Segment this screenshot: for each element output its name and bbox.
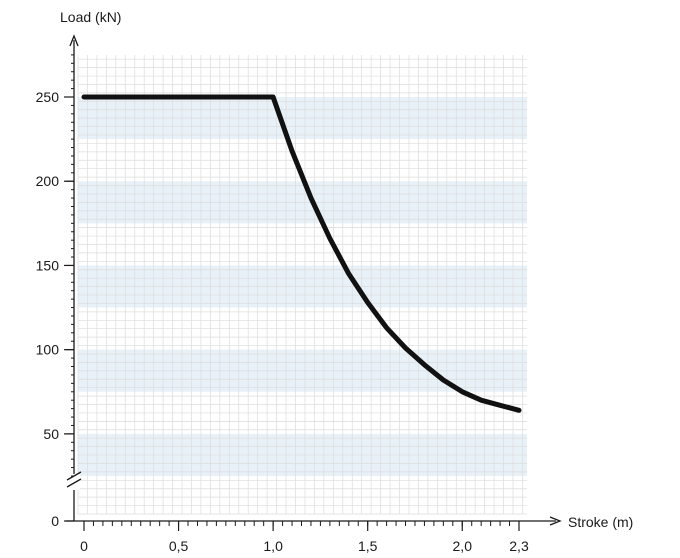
series-line-0	[81, 94, 522, 413]
axes	[66, 34, 562, 526]
axis-ticks: 0 50 100 150 200 250 0 0,5 1,0 1,5 2,0 2,3	[36, 54, 529, 554]
series-layer	[81, 94, 522, 413]
y-axis-title: Load (kN)	[60, 9, 121, 25]
y-tick-label-250: 250	[36, 89, 60, 105]
x-tick-label-1: 0,5	[169, 538, 189, 554]
x-axis-title: Stroke (m)	[568, 514, 633, 530]
x-tick-label-2: 1,0	[263, 538, 283, 554]
axis-break-mark-2	[66, 478, 82, 488]
x-tick-label-5: 2,3	[509, 538, 529, 554]
y-tick-label-100: 100	[36, 342, 60, 358]
x-tick-label-0: 0	[80, 538, 88, 554]
y-tick-label-50: 50	[43, 426, 59, 442]
grid-lines	[77, 55, 527, 515]
y-tick-label-200: 200	[36, 173, 60, 189]
x-tick-label-4: 2,0	[453, 538, 473, 554]
x-axis-arrow	[549, 516, 562, 526]
y-tick-label-150: 150	[36, 257, 60, 273]
axis-labels: Load (kN) Stroke (m)	[60, 9, 633, 530]
x-tick-label-3: 1,5	[358, 538, 378, 554]
y-tick-label-0: 0	[51, 513, 59, 529]
y-axis-arrow	[69, 34, 79, 47]
